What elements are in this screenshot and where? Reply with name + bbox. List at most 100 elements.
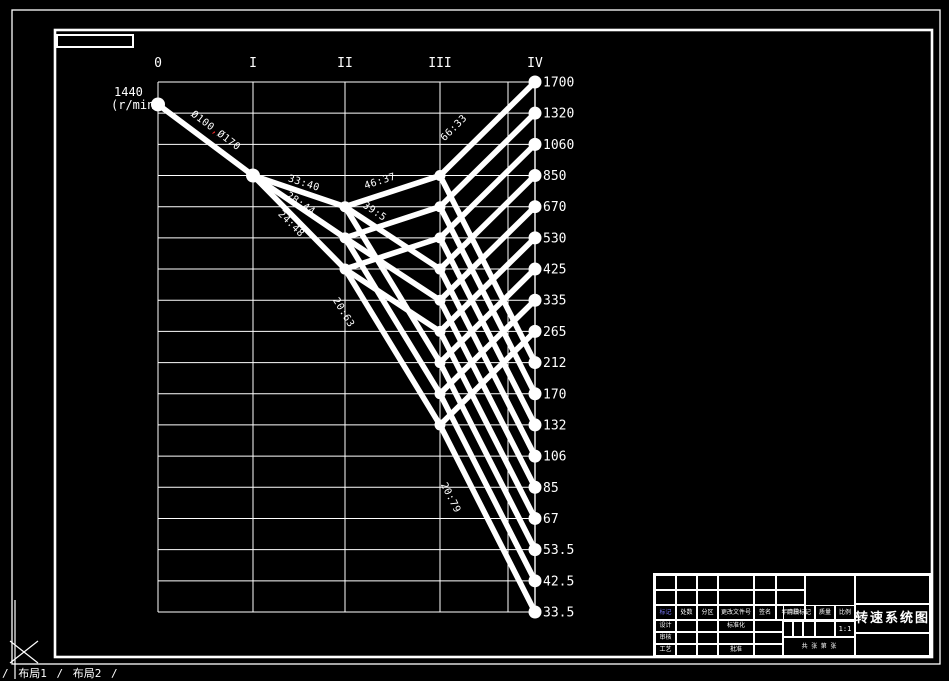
titleblock-cell [718,590,754,605]
speed-label: 1060 [543,138,574,153]
transmission-line [342,266,443,428]
drawing-title: 转速系统图 [855,604,930,633]
transmission-line [437,203,538,304]
transmission-line [437,328,538,428]
titleblock-approve: 批准 [718,644,754,656]
titleblock-rev-zone: 分区 [697,605,718,620]
titleblock-rev-sign: 签名 [754,605,776,620]
speed-node [528,356,542,370]
transmission-line [437,297,538,491]
titleblock-cell [676,620,697,632]
transmission-line [250,172,348,241]
transmission-line [437,235,538,335]
transmission-line [437,359,538,553]
titleblock-standardization: 标准化 [718,620,754,632]
transmission-line [437,297,538,397]
speed-node [528,137,542,151]
speed-node [434,232,446,244]
speed-node [528,511,542,525]
titleblock-rev-mark: 标记 [655,605,676,620]
titleblock-process: 工艺 [655,644,676,656]
titleblock-rev-changeno: 更改文件号 [718,605,754,620]
titleblock-scale-value: 1:1 [835,621,855,637]
titleblock-cell [793,621,803,637]
titleblock-cell [855,633,930,656]
outer-frame [11,9,941,665]
gear-ratio-label: 66:33 [439,113,470,144]
tab-layout1[interactable]: 布局1 [18,667,47,680]
titleblock-cell [754,632,783,644]
titleblock-cell [655,590,676,605]
speed-label: 335 [543,294,566,309]
speed-node [528,231,542,245]
speed-node [528,480,542,494]
tab-layout2[interactable]: 布局2 [72,667,102,680]
speed-label: 33.5 [543,605,574,620]
speed-node [339,201,351,213]
transmission-line [437,110,538,210]
speed-node [528,169,542,183]
speed-node [528,262,542,276]
transmission-line [437,266,538,459]
titleblock-cell [754,575,776,590]
gear-ratio-label: 20:63 [330,296,356,330]
speed-label: 42.5 [543,574,574,589]
speed-node [339,263,351,275]
titleblock-mass: 质量 [815,605,835,621]
titleblock-check: 审核 [655,632,676,644]
speed-node [434,419,446,431]
titleblock-cell [697,632,718,644]
title-block: 标记 处数 分区 更改文件号 签名 年月日 设计 标准化 审核 工艺 批准 阶段… [653,573,932,658]
speed-node [528,293,542,307]
titleblock-stage-mark: 阶段标记 [783,605,815,621]
speed-label: 1700 [543,76,574,91]
shaft-header: III [428,56,451,71]
titleblock-design: 设计 [655,620,676,632]
titleblock-cell [676,644,697,656]
speed-label: 530 [543,231,566,246]
inner-frame [53,28,934,659]
titleblock-cell [718,632,754,644]
speed-label: 1320 [543,107,574,122]
speed-node [434,263,446,275]
titleblock-cell [803,621,815,637]
transmission-line [342,235,443,304]
transmission-line [437,235,538,428]
speed-label: 212 [543,356,566,371]
titleblock-cell [676,632,697,644]
speed-label: 425 [543,263,566,278]
speed-node [434,170,446,182]
speed-node [528,324,542,338]
speed-label: 53.5 [543,543,574,558]
tab-separator: / [2,667,9,680]
transmission-line [437,172,538,366]
transmission-line [342,172,443,210]
tab-separator: / [111,667,118,680]
speed-label: 265 [543,325,566,340]
transmission-line [342,266,443,335]
layout-tab-bar: / 布局1 / 布局2 / [2,665,121,680]
transmission-line [437,266,538,366]
shaft-header: IV [527,56,543,71]
transmission-line [342,203,443,272]
titleblock-scale: 比例 [835,605,855,621]
transmission-line [437,328,538,522]
speed-node [528,106,542,120]
transmission-line [437,141,538,241]
transmission-line [437,390,538,584]
speed-node [246,168,260,183]
speed-node [434,325,446,337]
speed-node [434,201,446,213]
transmission-line [437,422,538,615]
titleblock-cell [776,590,805,605]
titleblock-cell [655,575,676,590]
speed-node [528,200,542,214]
speed-node [528,387,542,401]
shaft-header: 0 [154,56,162,71]
titleblock-cell [697,575,718,590]
shaft-header: I [249,56,257,71]
speed-node [528,605,542,619]
titleblock-rev-count: 处数 [676,605,697,620]
